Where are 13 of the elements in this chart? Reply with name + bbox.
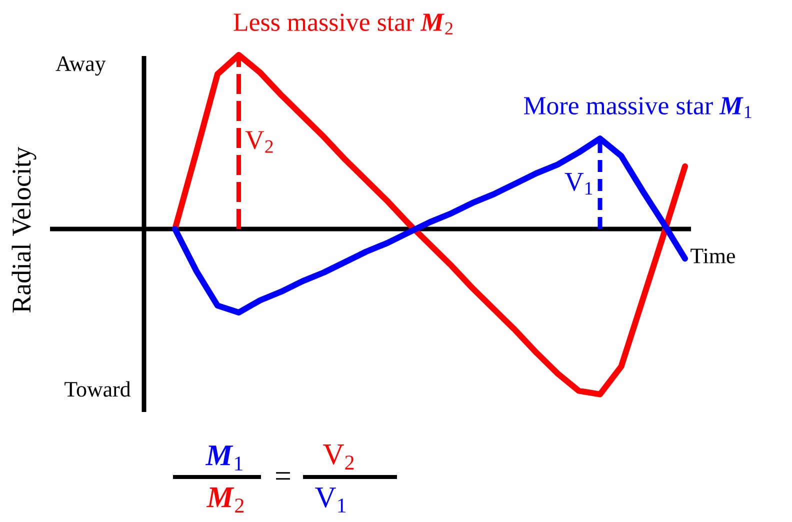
text: = xyxy=(276,472,290,480)
annotation: V$_{1}$ xyxy=(564,173,592,195)
text: V$_{2}$ xyxy=(323,444,354,470)
y-axis-title: Radial Velocity xyxy=(12,146,36,313)
x-axis-title: Time xyxy=(690,248,735,264)
text: M$_{2}$ xyxy=(206,488,244,512)
text: Toward xyxy=(64,381,131,397)
text: V$_{1}$ xyxy=(315,488,346,512)
series-label: Less massive star M$_{2}$ xyxy=(234,14,453,34)
text: M$_{1}$ xyxy=(205,446,242,470)
annotation: V$_{2}$ xyxy=(245,131,273,153)
text: Away xyxy=(56,56,106,76)
series-label: More massive star M$_{1}$ xyxy=(524,97,752,118)
